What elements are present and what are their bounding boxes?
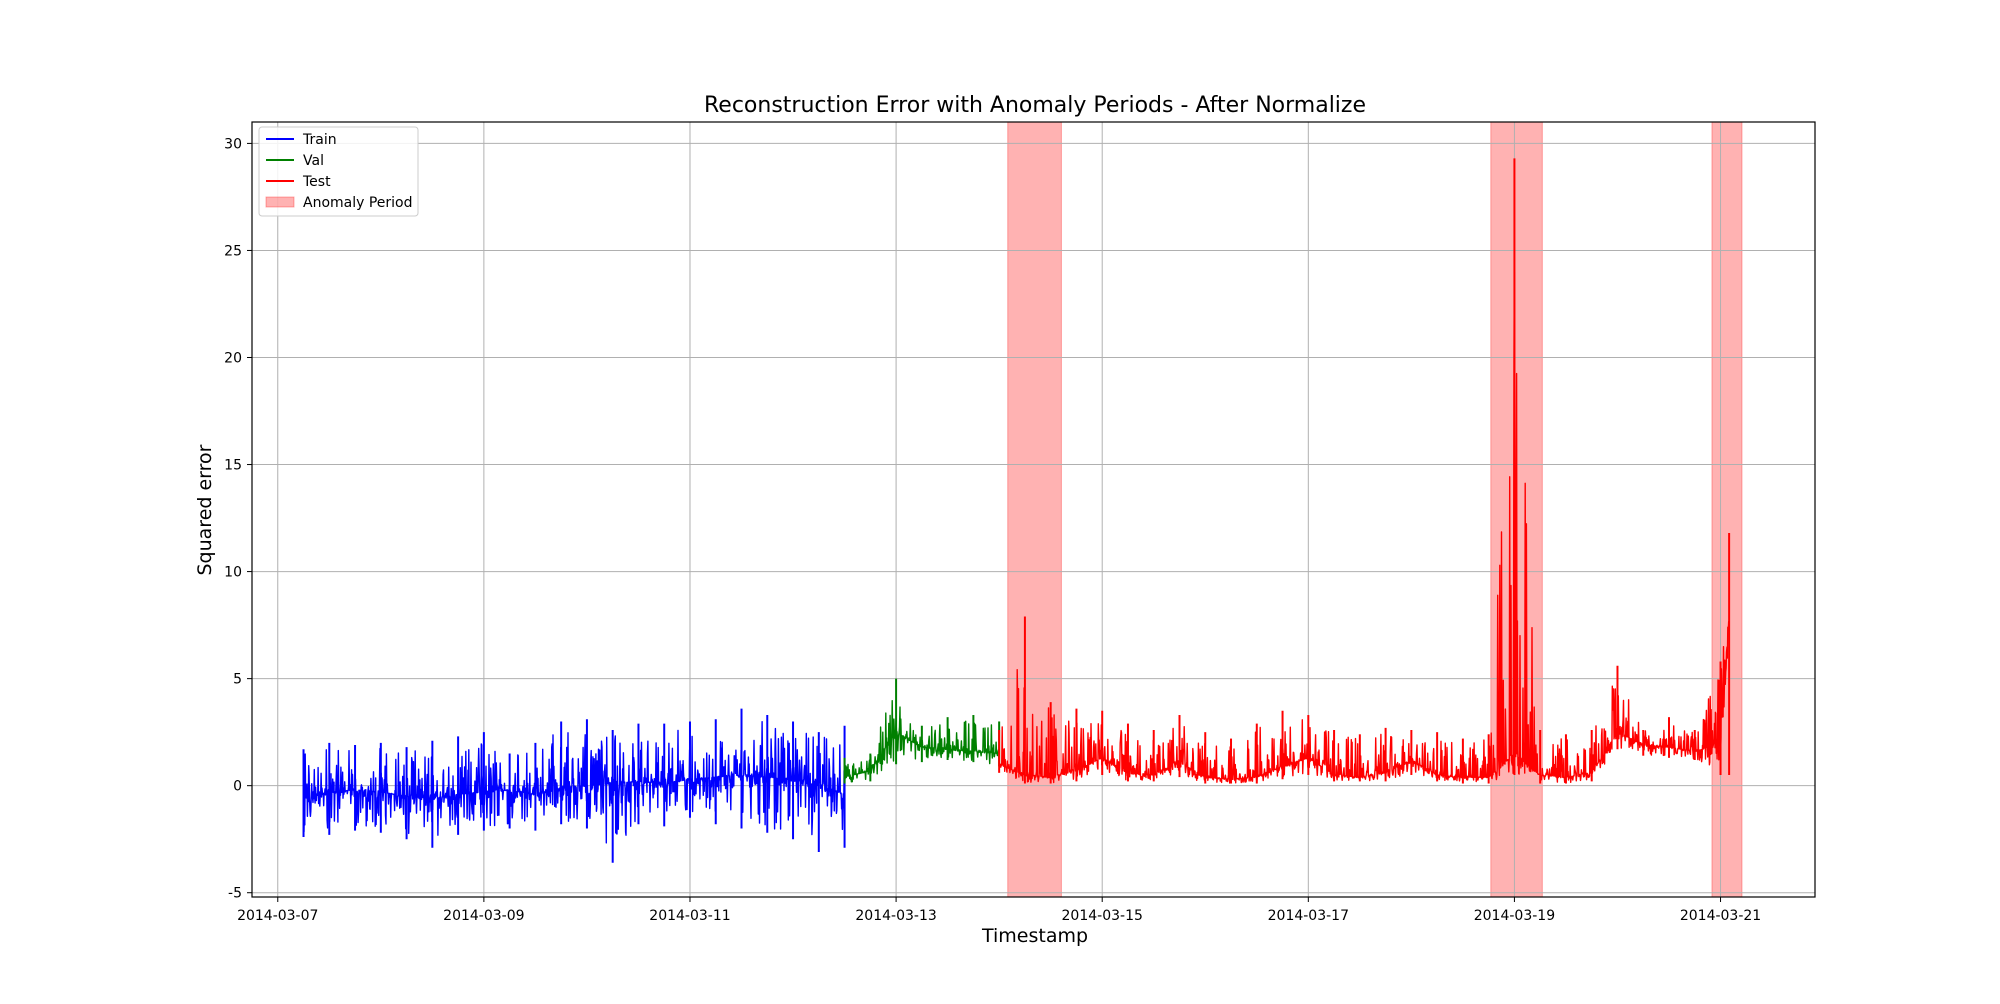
anomaly-bands <box>1007 121 1743 898</box>
series-test <box>998 158 1731 784</box>
y-tick-label-2: 5 <box>233 672 242 688</box>
legend-box <box>258 126 419 217</box>
y-tick-label-7: 30 <box>224 136 242 152</box>
x-tick-label-7: 2014-03-21 <box>1680 908 1761 924</box>
legend-label-val: Val <box>303 153 324 169</box>
chart-title: Reconstruction Error with Anomaly Period… <box>704 93 1366 118</box>
legend-label-anomaly-period: Anomaly Period <box>303 195 413 211</box>
y-axis-label: Squared error <box>194 444 216 575</box>
y-tick-label-6: 25 <box>224 243 242 259</box>
plot-frame <box>251 121 1816 898</box>
y-tick-label-1: 0 <box>233 779 242 795</box>
y-tick-label-0: -5 <box>228 886 242 902</box>
legend-label-train: Train <box>302 132 337 148</box>
x-tick-label-2: 2014-03-11 <box>649 908 730 924</box>
series-layer <box>302 158 1731 863</box>
legend: Train Val Test Anomaly Period <box>258 126 419 217</box>
anomaly-band-3 <box>1711 121 1743 898</box>
legend-label-test: Test <box>302 174 331 190</box>
series-line-test <box>998 271 1730 784</box>
x-tick-label-3: 2014-03-13 <box>855 908 936 924</box>
x-tick-label-4: 2014-03-15 <box>1062 908 1143 924</box>
legend-swatch-anomaly-period <box>265 196 295 208</box>
series-val <box>843 678 1001 784</box>
y-tick-label-4: 15 <box>224 458 242 474</box>
x-tick-label-5: 2014-03-17 <box>1268 908 1349 924</box>
axes: 2014-03-07 2014-03-09 2014-03-11 2014-03-13… <box>224 121 1816 924</box>
x-tick-label-1: 2014-03-09 <box>443 908 524 924</box>
x-tick-label-0: 2014-03-07 <box>237 908 318 924</box>
series-line-train <box>302 721 845 844</box>
y-tick-label-5: 20 <box>224 350 242 366</box>
x-tick-label-6: 2014-03-19 <box>1474 908 1555 924</box>
series-train <box>302 708 846 863</box>
x-axis-label: Timestamp <box>981 925 1088 947</box>
y-tick-label-3: 10 <box>224 565 242 581</box>
